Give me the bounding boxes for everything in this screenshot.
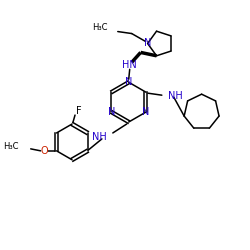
Text: N: N <box>142 107 150 117</box>
Text: O: O <box>41 146 48 156</box>
Text: HN: HN <box>122 60 137 70</box>
Text: F: F <box>76 106 82 116</box>
Text: N: N <box>108 107 115 117</box>
Text: N: N <box>125 77 132 87</box>
Text: N: N <box>144 38 151 48</box>
Text: H₃C: H₃C <box>92 23 108 32</box>
Text: NH: NH <box>168 91 182 101</box>
Text: NH: NH <box>92 132 107 142</box>
Text: H₃C: H₃C <box>3 142 19 151</box>
